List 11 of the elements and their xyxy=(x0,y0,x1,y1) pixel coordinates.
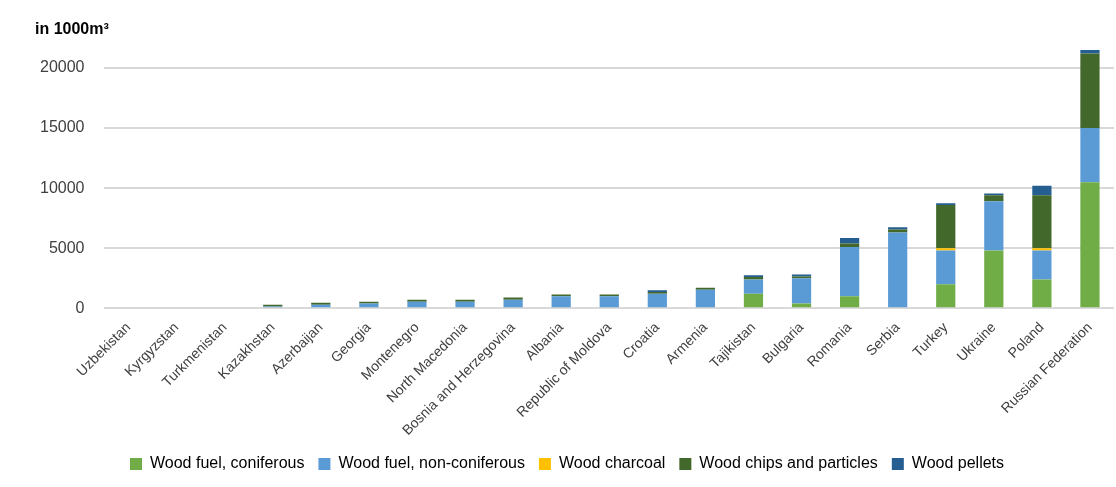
legend-label: Wood charcoal xyxy=(558,454,666,472)
y-tick-label: 15000 xyxy=(39,118,85,136)
legend-label: Wood chips and particles xyxy=(699,454,878,472)
legend-label: Wood pellets xyxy=(911,454,1005,472)
y-tick-label: 10000 xyxy=(39,178,85,196)
y-tick-label: 5000 xyxy=(48,238,85,256)
y-tick-label: 0 xyxy=(75,298,85,316)
legend-label: Wood fuel, non-coniferous xyxy=(338,454,525,472)
y-axis-title: in 1000m³ xyxy=(35,20,109,38)
y-tick-label: 20000 xyxy=(39,58,85,76)
legend-label: Wood fuel, coniferous xyxy=(149,454,305,472)
